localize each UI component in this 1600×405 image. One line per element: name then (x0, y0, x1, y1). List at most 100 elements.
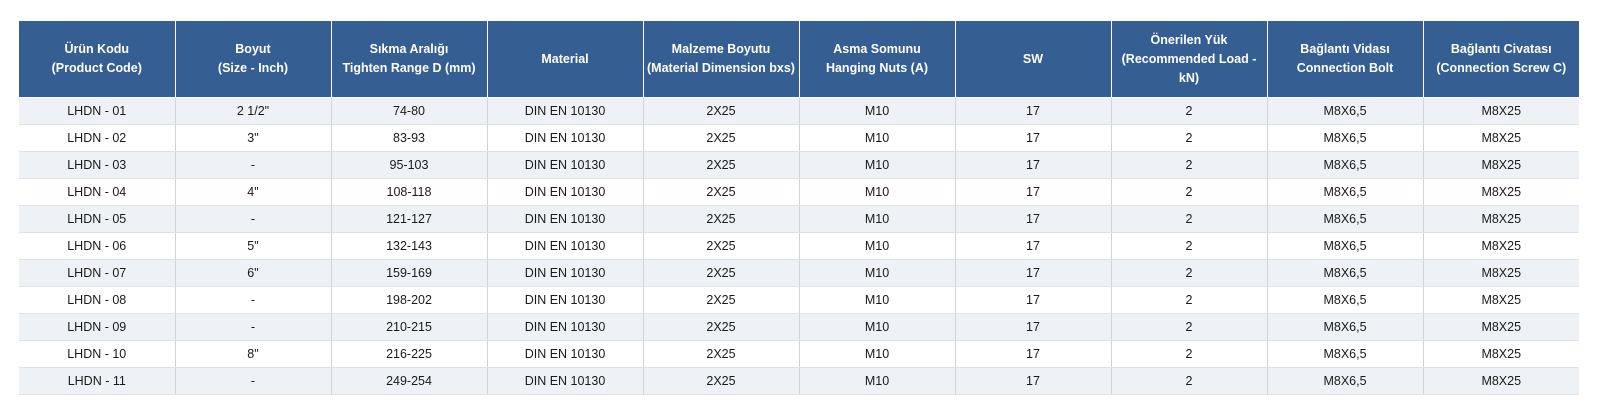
table-cell-material-dimension: 2X25 (643, 286, 800, 314)
table-cell-material: DIN EN 10130 (487, 97, 644, 125)
table-cell-tighten-range: 108-118 (331, 178, 488, 206)
column-header-text: Tighten Range D (mm) (342, 61, 476, 75)
table-cell-material-dimension: 2X25 (643, 205, 800, 233)
column-header-text: kN) (1178, 70, 1200, 85)
table-cell-material-dimension: 2X25 (643, 259, 800, 287)
table-cell-size: - (175, 286, 332, 314)
table-cell-connection-bolt: M8X6,5 (1267, 97, 1424, 125)
column-header-text: (Material Dimension bxs) (647, 61, 795, 75)
column-header-text: (Product Code) (51, 61, 142, 75)
table-cell-material-dimension: 2X25 (643, 151, 800, 179)
table-cell-material-dimension: 2X25 (643, 124, 800, 152)
table-cell-hanging-nuts: M10 (799, 232, 956, 260)
column-header-text: Boyut (235, 42, 271, 56)
table-cell-material: DIN EN 10130 (487, 313, 644, 341)
table-row: LHDN - 06 5" 132-143 DIN EN 10130 2X25 M10 17 2… (19, 232, 1579, 260)
table-cell-connection-screw: M8X25 (1423, 313, 1579, 341)
column-header-material-dimension: Malzeme Boyutu (Material Dimension bxs) (643, 21, 800, 98)
column-header-text: Material (541, 51, 589, 66)
table-cell-hanging-nuts: M10 (799, 205, 956, 233)
table-cell-connection-bolt: M8X6,5 (1267, 232, 1424, 260)
table-cell-material: DIN EN 10130 (487, 232, 644, 260)
table-cell-sw: 17 (955, 205, 1112, 233)
table-cell-connection-screw: M8X25 (1423, 124, 1579, 152)
table-cell-size: - (175, 205, 332, 233)
table-cell-size: 8" (175, 340, 332, 368)
table-cell-connection-screw: M8X25 (1423, 232, 1579, 260)
table-cell-product-code: LHDN - 01 (19, 97, 176, 125)
table-cell-hanging-nuts: M10 (799, 313, 956, 341)
table-header: Ürün Kodu (Product Code) Boyut (Size - Inch… (19, 21, 1579, 98)
table-cell-tighten-range: 249-254 (331, 367, 488, 395)
column-header-sw: SW (955, 21, 1112, 98)
table-row: LHDN - 08-198-202 DIN EN 10130 2X25 M10 17 2 M… (19, 286, 1579, 314)
column-header-text: (Recommended Load - (1121, 51, 1257, 66)
table-row: LHDN - 05-121-127 DIN EN 10130 2X25 M10 17 2 M… (19, 205, 1579, 233)
table-cell-size: 5" (175, 232, 332, 260)
table-cell-connection-bolt: M8X6,5 (1267, 259, 1424, 287)
table-cell-hanging-nuts: M10 (799, 340, 956, 368)
column-header-text: Bağlantı Vidası (1300, 42, 1390, 56)
column-header-size: Boyut (Size - Inch) (175, 21, 332, 98)
table-cell-material: DIN EN 10130 (487, 340, 644, 368)
table-cell-material-dimension: 2X25 (643, 313, 800, 341)
table-cell-size: 4" (175, 178, 332, 206)
table-cell-tighten-range: 159-169 (331, 259, 488, 287)
table-cell-hanging-nuts: M10 (799, 97, 956, 125)
table-cell-size: 6" (175, 259, 332, 287)
table-cell-connection-bolt: M8X6,5 (1267, 367, 1424, 395)
table-cell-connection-screw: M8X25 (1423, 205, 1579, 233)
column-header-text: Connection Bolt (1296, 61, 1394, 75)
product-spec-table-container: Ürün Kodu (Product Code) Boyut (Size - Inch… (19, 21, 1579, 395)
column-header-text: (Connection Screw C) (1436, 61, 1567, 75)
table-cell-material-dimension: 2X25 (643, 367, 800, 395)
table-cell-product-code: LHDN - 11 (19, 367, 176, 395)
table-cell-hanging-nuts: M10 (799, 151, 956, 179)
table-row: LHDN - 02 3" 83-93 DIN EN 10130 2X25 M10 17 2 M8… (19, 124, 1579, 152)
column-header-text: Malzeme Boyutu (671, 42, 771, 56)
table-cell-hanging-nuts: M10 (799, 286, 956, 314)
table-cell-hanging-nuts: M10 (799, 367, 956, 395)
table-body: LHDN - 01 2 1/2" 74-80 DIN EN 10130 2X25 M10 1… (19, 97, 1579, 395)
table-cell-connection-bolt: M8X6,5 (1267, 151, 1424, 179)
table-cell-recommended-load: 2 (1111, 205, 1268, 233)
table-cell-material: DIN EN 10130 (487, 205, 644, 233)
table-cell-hanging-nuts: M10 (799, 178, 956, 206)
table-cell-material: DIN EN 10130 (487, 286, 644, 314)
column-header-text: Sıkma Aralığı (369, 42, 449, 56)
table-cell-sw: 17 (955, 151, 1112, 179)
column-header-text: Ürün Kodu (64, 42, 130, 56)
table-cell-product-code: LHDN - 10 (19, 340, 176, 368)
column-header-connection-bolt: Bağlantı Vidası Connection Bolt (1267, 21, 1424, 98)
table-cell-recommended-load: 2 (1111, 259, 1268, 287)
table-cell-material: DIN EN 10130 (487, 259, 644, 287)
table-cell-product-code: LHDN - 09 (19, 313, 176, 341)
column-header-connection-screw: Bağlantı Civatası (Connection Screw C) (1423, 21, 1579, 98)
product-spec-table: Ürün Kodu (Product Code) Boyut (Size - Inch… (19, 21, 1579, 395)
column-header-text: (Size - Inch) (217, 61, 289, 75)
table-cell-sw: 17 (955, 124, 1112, 152)
table-cell-connection-bolt: M8X6,5 (1267, 124, 1424, 152)
table-cell-connection-bolt: M8X6,5 (1267, 178, 1424, 206)
table-cell-product-code: LHDN - 04 (19, 178, 176, 206)
table-cell-product-code: LHDN - 06 (19, 232, 176, 260)
column-header-text: Hanging Nuts (A) (825, 61, 929, 75)
table-cell-connection-screw: M8X25 (1423, 97, 1579, 125)
table-row: LHDN - 07 6" 159-169 DIN EN 10130 2X25 M10 17 2… (19, 259, 1579, 287)
table-cell-material-dimension: 2X25 (643, 232, 800, 260)
table-cell-tighten-range: 210-215 (331, 313, 488, 341)
table-cell-connection-bolt: M8X6,5 (1267, 340, 1424, 368)
table-cell-recommended-load: 2 (1111, 232, 1268, 260)
table-cell-sw: 17 (955, 313, 1112, 341)
table-row: LHDN - 09-210-215 DIN EN 10130 2X25 M10 17 2 M… (19, 313, 1579, 341)
table-cell-product-code: LHDN - 08 (19, 286, 176, 314)
table-cell-recommended-load: 2 (1111, 97, 1268, 125)
table-cell-connection-screw: M8X25 (1423, 286, 1579, 314)
table-cell-product-code: LHDN - 05 (19, 205, 176, 233)
table-cell-connection-screw: M8X25 (1423, 367, 1579, 395)
table-cell-connection-bolt: M8X6,5 (1267, 205, 1424, 233)
column-header-recommended-load: Önerilen Yük (Recommended Load - kN) (1111, 21, 1268, 98)
table-cell-product-code: LHDN - 07 (19, 259, 176, 287)
table-cell-connection-screw: M8X25 (1423, 178, 1579, 206)
table-cell-tighten-range: 95-103 (331, 151, 488, 179)
